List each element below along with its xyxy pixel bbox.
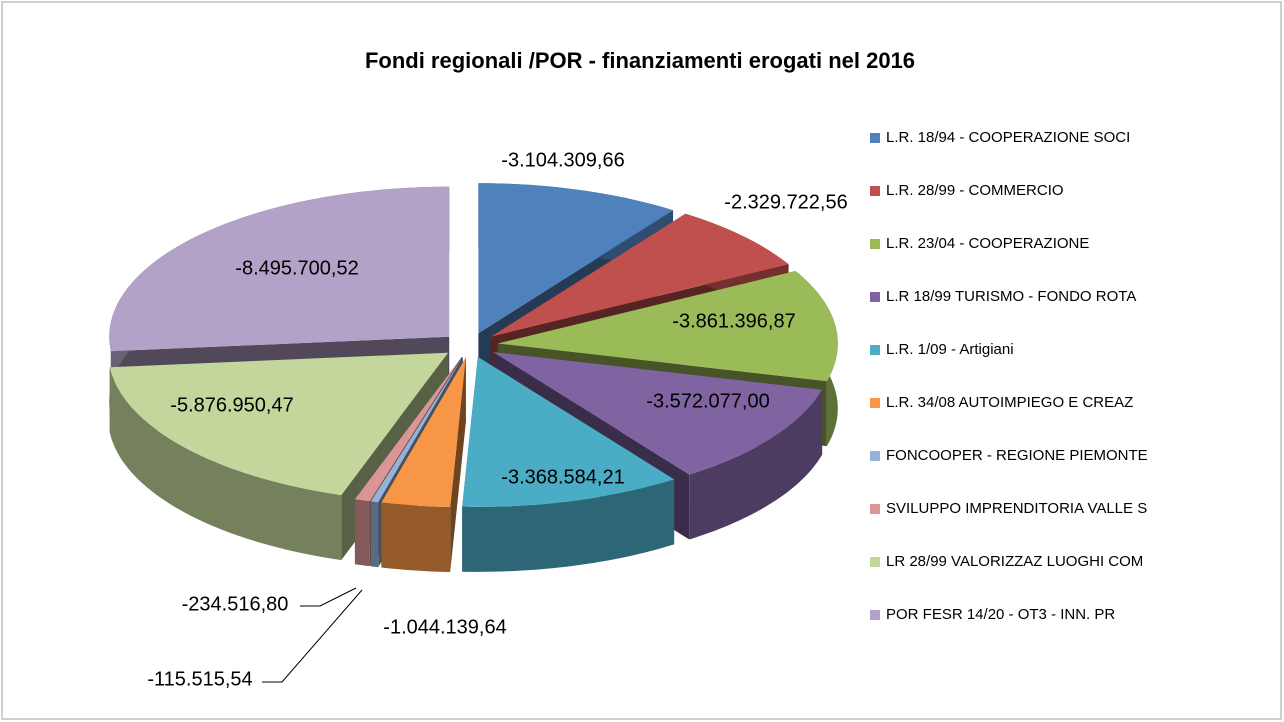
legend-swatch	[870, 451, 880, 461]
legend-swatch	[870, 557, 880, 567]
legend-label: L.R 18/99 TURISMO - FONDO ROTA	[886, 288, 1137, 305]
legend-swatch	[870, 610, 880, 620]
slice-top	[109, 352, 449, 496]
legend-item: LR 28/99 VALORIZZAZ LUOGHI COM	[870, 551, 1170, 573]
data-label: -8.495.700,52	[235, 257, 358, 279]
slice-wall	[354, 499, 370, 567]
legend-swatch	[870, 398, 880, 408]
data-label: -5.876.950,47	[170, 394, 293, 416]
slice-top	[109, 186, 450, 352]
legend-label: SVILUPPO IMPRENDITORIA VALLE S	[886, 500, 1148, 517]
legend-swatch	[870, 345, 880, 355]
slice-wall	[109, 367, 342, 561]
legend-swatch	[870, 292, 880, 302]
leader-line	[300, 587, 357, 607]
legend-item: L.R. 34/08 AUTOIMPIEGO E CREAZ	[870, 392, 1170, 414]
slice-top	[478, 183, 674, 334]
slice-top	[493, 352, 823, 475]
data-label: -1.044.139,64	[383, 616, 506, 638]
data-label: -115.515,54	[147, 668, 252, 690]
legend-label: LR 28/99 VALORIZZAZ LUOGHI COM	[886, 553, 1144, 570]
legend-label: L.R. 18/94 - COOPERAZIONE SOCI	[886, 129, 1131, 146]
data-label: -3.104.309,66	[501, 149, 624, 171]
legend-item: SVILUPPO IMPRENDITORIA VALLE S	[870, 498, 1170, 520]
legend-label: L.R. 28/99 - COMMERCIO	[886, 182, 1064, 199]
legend-item: L.R 18/99 TURISMO - FONDO ROTA	[870, 286, 1170, 308]
slice-top	[381, 357, 466, 508]
legend-label: L.R. 23/04 - COOPERAZIONE	[886, 235, 1090, 252]
slice	[462, 356, 675, 572]
legend-swatch	[870, 239, 880, 249]
data-label: -234.516,80	[182, 593, 289, 615]
chart-title: Fondi regionali /POR - finanziamenti ero…	[365, 48, 915, 73]
data-label: -2.329.722,56	[724, 191, 847, 213]
leader-line	[262, 589, 363, 683]
slice-top	[490, 213, 789, 337]
slice-top	[462, 356, 675, 507]
legend-swatch	[870, 133, 880, 143]
slice-wall	[689, 389, 823, 540]
legend-item: L.R. 23/04 - COOPERAZIONE	[870, 233, 1170, 255]
slice-wall	[381, 502, 451, 573]
legend-label: POR FESR 14/20 - OT3 - INN. PR	[886, 606, 1116, 623]
legend-label: FONCOOPER - REGIONE PIEMONTE	[886, 447, 1148, 464]
slice-top	[497, 271, 838, 382]
legend-label: L.R. 1/09 - Artigiani	[886, 341, 1014, 358]
legend-item: L.R. 1/09 - Artigiani	[870, 339, 1170, 361]
data-label: -3.861.396,87	[672, 310, 795, 332]
slice-top	[370, 356, 463, 503]
legend-item: L.R. 28/99 - COMMERCIO	[870, 180, 1170, 202]
legend-swatch	[870, 186, 880, 196]
legend-label: L.R. 34/08 AUTOIMPIEGO E CREAZ	[886, 394, 1134, 411]
legend-item: POR FESR 14/20 - OT3 - INN. PR	[870, 604, 1170, 626]
legend-item: L.R. 18/94 - COOPERAZIONE SOCI	[870, 127, 1170, 149]
slice-wall	[370, 501, 379, 568]
legend-item: FONCOOPER - REGIONE PIEMONTE	[870, 445, 1170, 467]
legend-swatch	[870, 504, 880, 514]
slice-wall	[462, 479, 675, 572]
data-label: -3.368.584,21	[501, 466, 624, 488]
slice	[381, 357, 466, 573]
data-label: -3.572.077,00	[646, 390, 769, 412]
slice-top	[354, 356, 462, 502]
